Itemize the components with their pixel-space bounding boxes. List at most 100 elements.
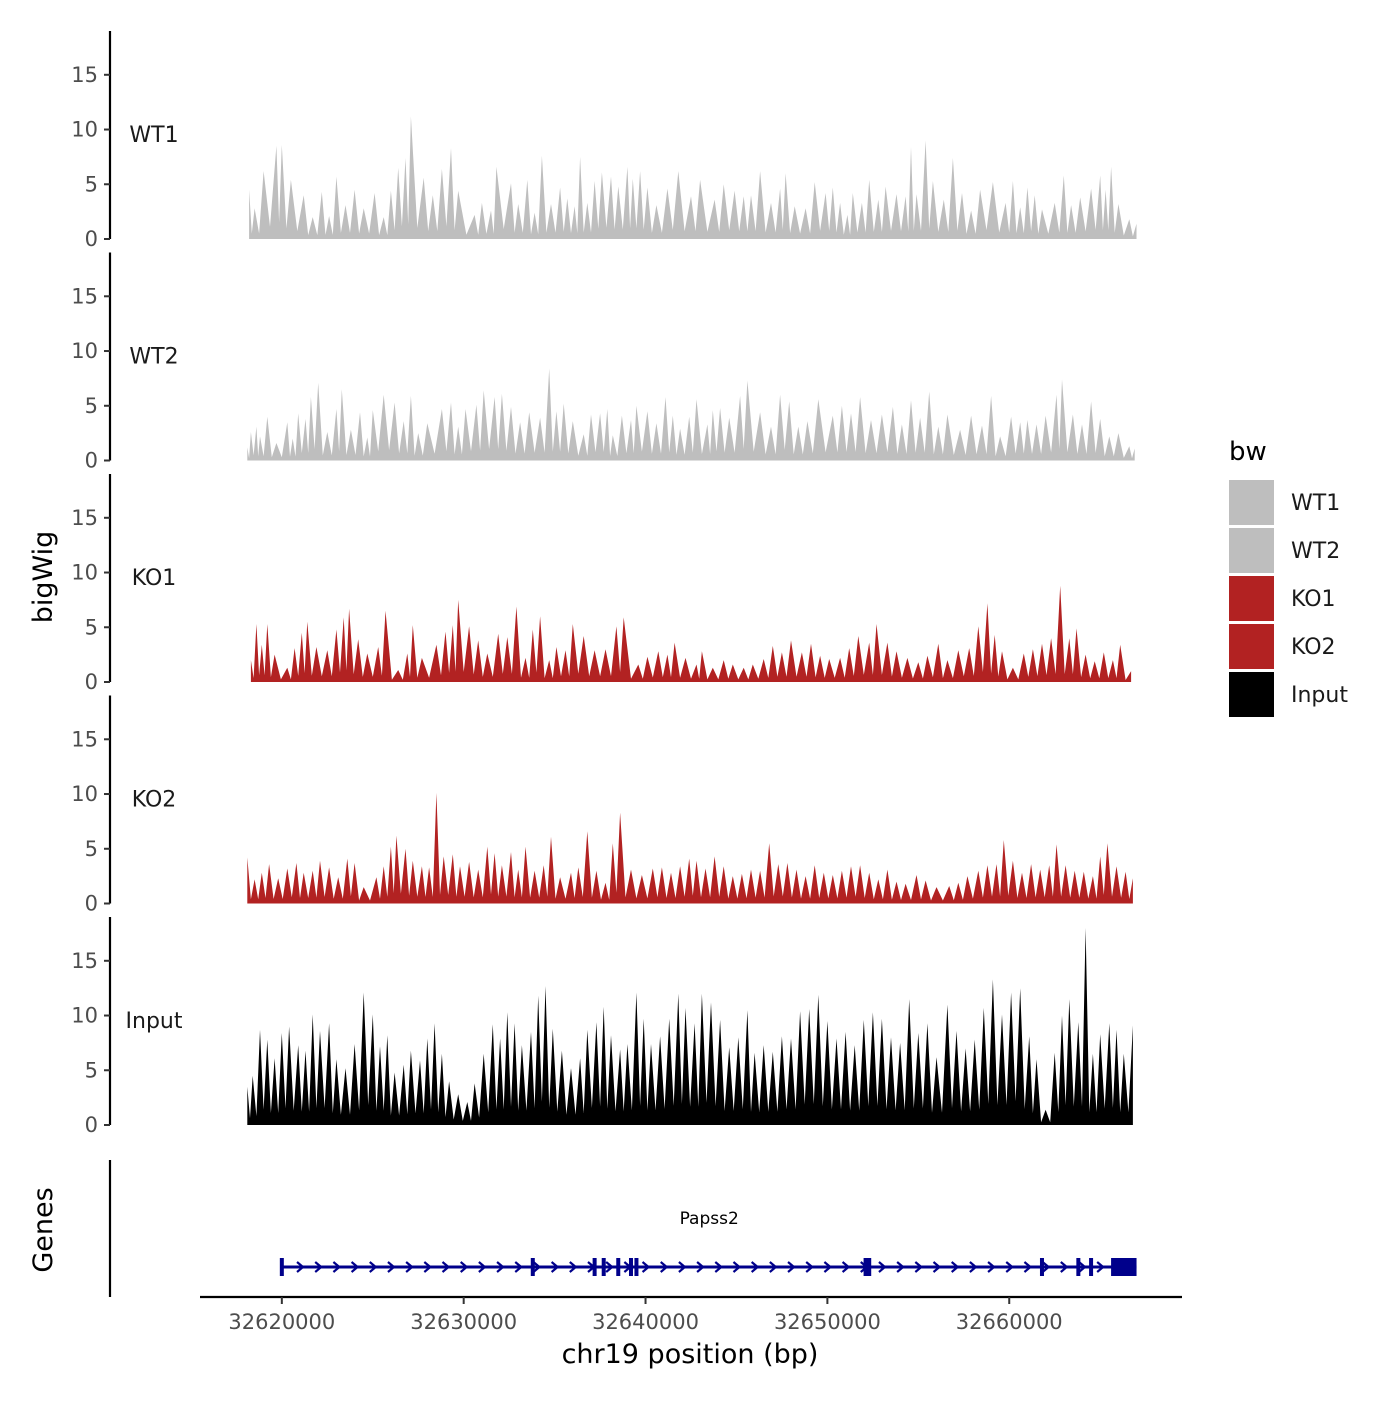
track-panel-wt2: 0 5 10 15 WT2 xyxy=(71,252,1135,473)
x-tick-label: 32640000 xyxy=(592,1310,699,1334)
track-panel-wt1: 0 5 10 15 WT1 xyxy=(71,31,1137,251)
strand-arrow xyxy=(441,1261,451,1273)
strand-arrow xyxy=(950,1261,960,1273)
legend-label: KO1 xyxy=(1291,587,1336,612)
y-tick-label: 0 xyxy=(85,670,98,694)
gene-track: Papss2 xyxy=(108,1160,1137,1297)
legend-key-wt2 xyxy=(1229,528,1274,573)
x-tick-label: 32630000 xyxy=(410,1310,517,1334)
y-tick-label: 5 xyxy=(85,837,98,861)
strand-arrow xyxy=(641,1261,651,1273)
gene-exon xyxy=(1089,1258,1094,1276)
gene-track-title: Genes xyxy=(28,1187,59,1272)
track-label: KO2 xyxy=(132,788,177,813)
y-tick-label: 0 xyxy=(85,1113,98,1137)
y-tick-label: 0 xyxy=(85,892,98,916)
strand-arrow xyxy=(714,1261,723,1273)
y-tick-label: 10 xyxy=(71,339,98,363)
strand-arrow xyxy=(478,1261,487,1273)
y-tick-label: 15 xyxy=(71,727,98,751)
coverage-area-wt2 xyxy=(247,368,1135,461)
y-tick-label: 10 xyxy=(71,1004,98,1028)
track-label: WT2 xyxy=(129,345,178,370)
coverage-area-input xyxy=(247,927,1133,1125)
coverage-area-wt1 xyxy=(249,116,1137,239)
strand-arrow xyxy=(496,1261,505,1273)
y-tick-label: 0 xyxy=(85,449,98,473)
strand-arrow xyxy=(769,1261,778,1273)
strand-arrow xyxy=(878,1261,887,1273)
gene-exon xyxy=(616,1258,621,1276)
legend-key-input xyxy=(1229,672,1274,717)
y-tick-label: 10 xyxy=(71,118,98,142)
gene-exon xyxy=(634,1258,639,1276)
y-tick-label: 5 xyxy=(85,615,98,639)
strand-arrow xyxy=(896,1261,905,1273)
legend-label: WT2 xyxy=(1291,539,1340,564)
gene-exon xyxy=(592,1258,597,1276)
strand-arrow xyxy=(750,1261,760,1273)
strand-arrow xyxy=(660,1261,669,1273)
strand-arrow xyxy=(605,1261,614,1273)
x-tick-label: 32650000 xyxy=(774,1310,881,1334)
y-tick-label: 15 xyxy=(71,949,98,973)
strand-arrow xyxy=(805,1261,814,1273)
track-label: KO1 xyxy=(132,566,177,591)
y-axis-title: bigWig xyxy=(28,531,59,624)
strand-arrow xyxy=(969,1261,978,1273)
strand-arrow xyxy=(369,1261,378,1273)
y-tick-label: 10 xyxy=(71,561,98,585)
strand-arrow xyxy=(787,1261,796,1273)
strand-arrow xyxy=(1041,1261,1051,1273)
gene-exon xyxy=(863,1258,868,1276)
strand-arrow xyxy=(459,1261,469,1273)
legend-title: bw xyxy=(1229,437,1267,467)
gene-exon xyxy=(1076,1258,1081,1276)
legend-label: Input xyxy=(1291,683,1348,708)
x-tick-label: 32620000 xyxy=(228,1310,335,1334)
strand-arrow xyxy=(423,1261,433,1273)
gene-exon xyxy=(628,1258,633,1276)
strand-arrow xyxy=(1096,1261,1105,1273)
strand-arrow xyxy=(732,1261,742,1273)
y-tick-label: 5 xyxy=(85,394,98,418)
track-panel-ko2: 0 5 10 15 KO2 xyxy=(71,695,1133,916)
legend: bw WT1 WT2 KO1 KO2 Input xyxy=(1229,437,1348,717)
track-panel-ko1: 0 5 10 15 KO1 xyxy=(71,474,1132,694)
strand-arrow xyxy=(1060,1261,1069,1273)
strand-arrow xyxy=(569,1261,578,1273)
strand-arrow xyxy=(550,1261,560,1273)
legend-label: WT1 xyxy=(1291,491,1340,516)
x-axis: 32620000 32630000 32640000 32650000 32660000 xyxy=(200,1295,1182,1334)
track-panels: 0 5 10 15 WT1 0 5 10 15 WT2 0 5 10 15 KO1 0 5 10 15 KO2 0 5 10… xyxy=(71,31,1137,1137)
x-tick-label: 32660000 xyxy=(956,1310,1063,1334)
gene-exon xyxy=(867,1258,872,1276)
gene-exon xyxy=(1039,1258,1044,1276)
y-tick-label: 15 xyxy=(71,506,98,530)
strand-arrow xyxy=(387,1261,396,1273)
strand-arrow xyxy=(296,1261,305,1273)
y-tick-label: 0 xyxy=(85,227,98,251)
legend-key-wt1 xyxy=(1229,480,1274,525)
strand-arrow xyxy=(987,1261,996,1273)
strand-arrow xyxy=(696,1261,705,1273)
y-tick-label: 15 xyxy=(71,63,98,87)
track-label: Input xyxy=(126,1009,183,1034)
strand-arrow xyxy=(1078,1261,1087,1273)
track-panel-input: 0 5 10 15 Input xyxy=(71,917,1133,1137)
y-tick-label: 5 xyxy=(85,172,98,196)
legend-label: KO2 xyxy=(1291,635,1336,660)
gene-name-label: Papss2 xyxy=(680,1209,739,1229)
coverage-area-ko2 xyxy=(247,792,1133,904)
y-tick-label: 5 xyxy=(85,1058,98,1082)
gene-cds-block xyxy=(1111,1258,1137,1276)
strand-arrow xyxy=(405,1261,414,1273)
strand-arrow xyxy=(1005,1261,1014,1273)
strand-arrow xyxy=(1023,1261,1033,1273)
y-tick-label: 10 xyxy=(71,782,98,806)
track-label: WT1 xyxy=(129,123,178,148)
strand-arrow xyxy=(914,1261,924,1273)
strand-arrow xyxy=(932,1261,942,1273)
